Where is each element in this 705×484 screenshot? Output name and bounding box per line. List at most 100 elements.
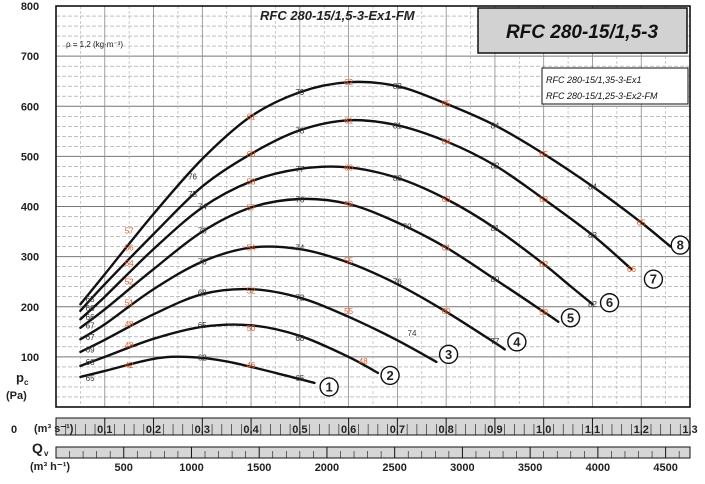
curve-marker-circle (599, 293, 620, 313)
flow-tick-label: 0,8 (439, 424, 454, 436)
efficiency-label: 55 (344, 307, 353, 316)
y-tick-label: 200 (21, 302, 39, 314)
curve-marker-circle (319, 377, 339, 397)
fan-curve-5 (79, 197, 560, 329)
efficiency-label: 74 (198, 203, 207, 212)
y-axis-unit: (Pa) (6, 390, 27, 402)
curve-marker-circle (560, 308, 581, 328)
hour-tick-label: 3000 (450, 462, 474, 474)
curve-marker-circle (643, 269, 664, 289)
efficiency-label: 54 (247, 244, 256, 253)
efficiency-label: 65 (198, 321, 207, 330)
hour-tick-label: 1000 (179, 462, 203, 474)
flow-tick-label: 0,4 (243, 424, 259, 436)
grid (56, 6, 690, 407)
flow-tick-label: 1,2 (634, 424, 649, 436)
fan-curve-4 (79, 245, 506, 351)
hour-tick-label: 2000 (315, 462, 339, 474)
legend-box (541, 67, 689, 105)
efficiency-label: 65 (539, 150, 548, 159)
legend-entry-1: RFC 280-15/1,35-3-Ex1 (546, 75, 642, 85)
fan-curve-2 (79, 323, 380, 375)
x-axis-label-main: Q (32, 440, 43, 456)
curve-marker-label: 5 (567, 310, 574, 325)
curve-marker-label: 8 (677, 238, 684, 253)
efficiency-label: 76 (188, 172, 197, 181)
efficiency-label: 74 (295, 244, 304, 253)
y-axis-label-main: p (16, 370, 24, 385)
efficiency-label: 60 (344, 163, 353, 172)
efficiency-label: 55 (344, 257, 353, 266)
efficiency-label: 79 (295, 88, 304, 97)
efficiency-label: 65 (295, 374, 304, 383)
curve-marker-label: 6 (606, 295, 613, 310)
flow-tick-label: 0,3 (195, 424, 210, 436)
legend-entry-2: RFC 280-15/1,25-3-Ex2-FM (546, 91, 658, 101)
efficiency-label: 72 (295, 294, 304, 303)
efficiency-label: 80 (490, 275, 499, 284)
efficiency-label: 63 (442, 195, 451, 204)
y-tick-label: 500 (21, 151, 39, 163)
efficiency-label: 82 (588, 300, 597, 309)
density-note: ρ = 1,2 (kg·m⁻³) (66, 40, 123, 49)
efficiency-label: 76 (295, 195, 304, 204)
efficiency-label: 52 (247, 287, 256, 296)
efficiency-label: 48 (359, 357, 368, 366)
efficiency-label: 73 (198, 227, 207, 236)
flow-axis-band (55, 417, 691, 436)
hour-axis-band (55, 446, 691, 459)
efficiency-label: 65 (86, 295, 95, 304)
x-axis-label-sub: v (44, 449, 49, 458)
efficiency-label: 46 (247, 361, 256, 370)
flow-tick-label: 1,3 (682, 424, 697, 436)
efficiency-label: 62 (344, 78, 353, 87)
fan-curve-7 (79, 118, 633, 312)
flow-tick-label: 0,5 (292, 424, 307, 436)
chart-title: RFC 280-15/1,5-3 (506, 22, 659, 43)
curve-marker-circle (507, 332, 527, 352)
flow-tick-label: 0 (11, 424, 17, 436)
efficiency-label: 77 (490, 337, 499, 346)
efficiency-label: 80 (393, 174, 402, 183)
efficiency-label: 84 (588, 182, 597, 191)
efficiency-label: 82 (393, 82, 402, 91)
efficiency-label: 65 (86, 374, 95, 383)
efficiency-label: 50 (247, 324, 256, 333)
flow-tick-label: 0,1 (97, 424, 112, 436)
chart-subtitle: RFC 280-15/1,5-3-Ex1-FM (260, 8, 416, 23)
efficiency-label: 66 (627, 265, 636, 274)
x-axis-flow-unit: (m³ s⁻¹) (34, 423, 74, 435)
fan-curve-8 (79, 80, 672, 306)
flow-tick-label: 0,9 (487, 424, 502, 436)
efficiency-label: 62 (198, 353, 207, 362)
curve-markers: 1 2 3 4 5 6 7 8 (319, 235, 690, 397)
efficiency-label: 48 (125, 320, 134, 329)
y-tick-label: 800 (21, 1, 39, 13)
hour-tick-label: 3500 (518, 462, 542, 474)
fan-curves (79, 80, 672, 385)
plot-frame (55, 5, 691, 408)
fan-curve-6 (79, 165, 594, 321)
efficiency-label: 56 (125, 244, 134, 253)
y-tick-label: 300 (21, 252, 39, 264)
flow-tick-label: 1,1 (585, 424, 600, 436)
curve-marker-label: 3 (445, 347, 452, 362)
efficiency-label: 51 (125, 299, 134, 308)
curve-marker-label: 2 (386, 368, 393, 383)
efficiency-label: 65 (442, 100, 451, 109)
curve-marker-circle (670, 235, 690, 255)
efficiency-label: 66 (86, 304, 95, 313)
efficiency-label: 57 (125, 227, 134, 236)
efficiency-label: 52 (125, 278, 134, 287)
curve-marker-label: 1 (325, 379, 332, 394)
efficiency-label: 67 (86, 333, 95, 342)
efficiency-label: 68 (198, 289, 207, 298)
efficiency-label: 84 (490, 121, 499, 130)
hour-tick-label: 1500 (247, 462, 271, 474)
efficiency-label: 69 (86, 345, 95, 354)
efficiency-label: 61 (344, 116, 353, 125)
y-tick-label: 700 (21, 51, 39, 63)
hour-tick-label: 2500 (382, 462, 406, 474)
y-tick-label: 600 (21, 101, 39, 113)
